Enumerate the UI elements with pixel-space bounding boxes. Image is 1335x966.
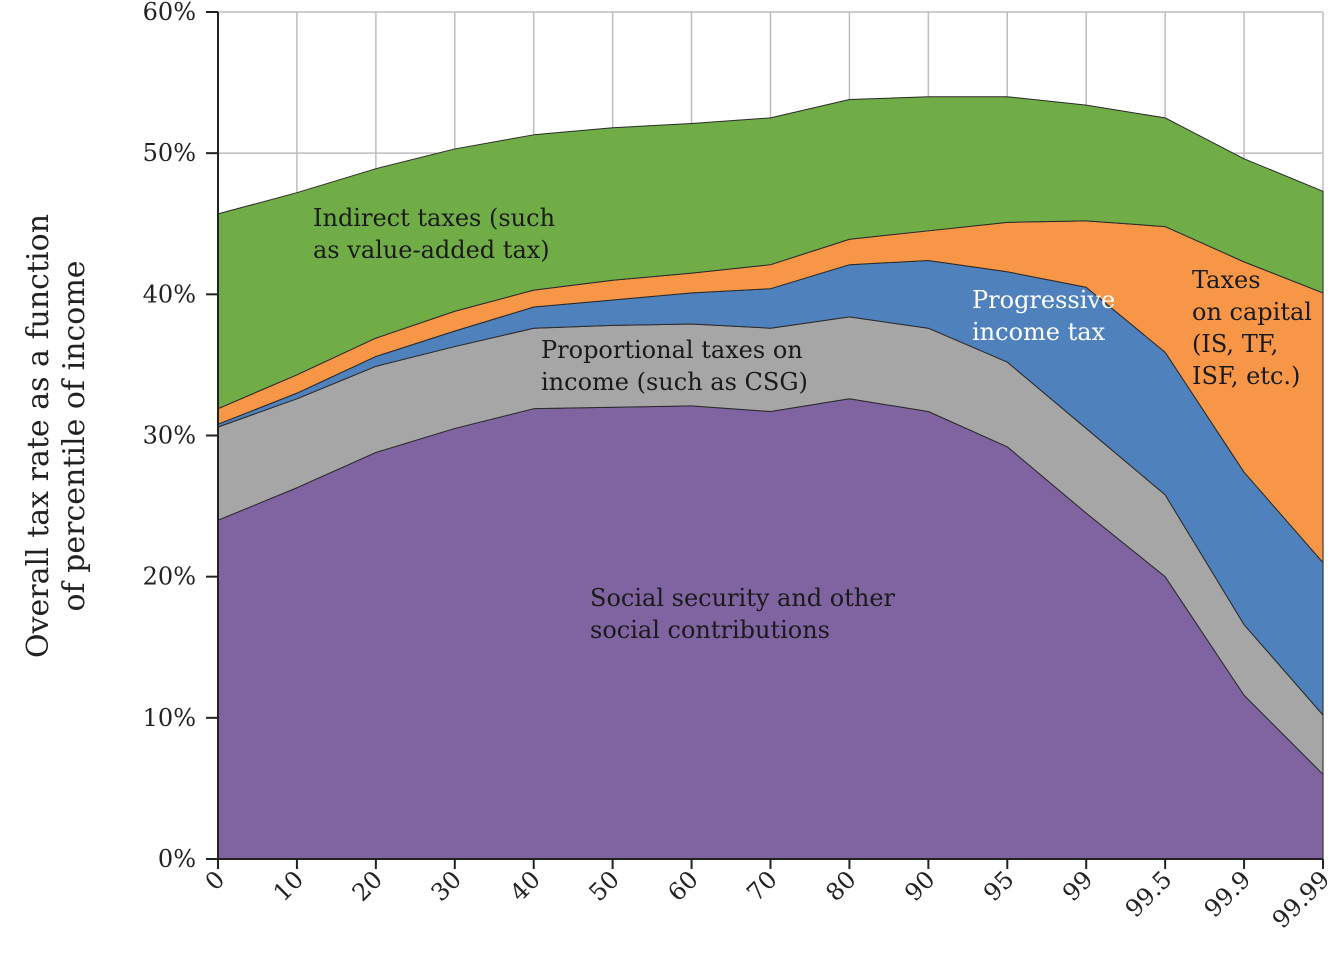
annotation-proportional-line-0: Proportional taxes on: [541, 336, 803, 364]
annotation-capital-line-0: Taxes: [1192, 266, 1261, 294]
y-tick-label-1: 10%: [143, 704, 196, 732]
annotation-social-line-0: Social security and other: [590, 584, 896, 612]
x-tick-label-8: 80: [820, 865, 861, 906]
x-tick-label-11: 99: [1057, 865, 1098, 906]
annotation-indirect-line-0: Indirect taxes (such: [313, 204, 555, 232]
y-tick-label-5: 50%: [143, 139, 196, 167]
y-axis-label-line-1: of percentile of income: [57, 260, 92, 611]
area-layers: [217, 96, 1324, 860]
y-tick-label-6: 60%: [143, 0, 196, 26]
axes: [206, 11, 1324, 869]
x-tick-label-13: 99.9: [1199, 865, 1257, 923]
annotation-progressive: Progressive income tax: [972, 286, 1115, 346]
x-tick-labels: 0 10 20 30 40 50 60 70 80 90 95 99 99.5 99.9 99.99: [200, 865, 1335, 933]
y-tick-label-3: 30%: [143, 422, 196, 450]
annotation-capital-line-3: ISF, etc.): [1192, 362, 1300, 390]
annotation-progressive-line-0: Progressive: [972, 286, 1115, 314]
x-tick-label-5: 50: [583, 865, 624, 906]
annotation-proportional-line-1: income (such as CSG): [541, 368, 808, 396]
x-tick-label-0: 0: [200, 865, 231, 896]
annotation-social: Social security and other social contribu…: [590, 584, 896, 644]
x-tick-label-6: 60: [662, 865, 703, 906]
x-tick-label-4: 40: [505, 865, 546, 906]
annotation-proportional: Proportional taxes on income (such as CSG…: [541, 336, 808, 396]
annotation-capital: Taxes on capital (IS, TF, ISF, etc.): [1192, 266, 1312, 390]
annotation-progressive-line-1: income tax: [972, 318, 1106, 346]
y-tick-label-0: 0%: [158, 845, 196, 873]
annotation-indirect: Indirect taxes (such as value-added tax): [313, 204, 555, 264]
annotation-capital-line-2: (IS, TF,: [1192, 330, 1278, 358]
x-tick-label-12: 99.5: [1120, 865, 1178, 923]
y-axis-label: Overall tax rate as a function of percent…: [21, 214, 92, 658]
x-tick-label-10: 95: [978, 865, 1019, 906]
annotation-capital-line-1: on capital: [1192, 298, 1312, 326]
x-tick-label-3: 30: [426, 865, 467, 906]
y-axis-label-line-0: Overall tax rate as a function: [21, 214, 56, 658]
area-annotations: Indirect taxes (such as value-added tax) P…: [313, 204, 1312, 644]
y-tick-label-2: 20%: [143, 563, 196, 591]
x-tick-label-9: 90: [899, 865, 940, 906]
area-indirect: [217, 96, 1324, 410]
y-tick-labels: 0% 10% 20% 30% 40% 50% 60%: [143, 0, 196, 873]
annotation-social-line-1: social contributions: [590, 616, 830, 644]
x-tick-label-1: 10: [268, 865, 309, 906]
x-tick-label-7: 70: [741, 865, 782, 906]
y-tick-label-4: 40%: [143, 280, 196, 308]
annotation-indirect-line-1: as value-added tax): [313, 236, 550, 264]
x-tick-label-2: 20: [347, 865, 388, 906]
x-tick-label-14: 99.99: [1267, 865, 1335, 933]
